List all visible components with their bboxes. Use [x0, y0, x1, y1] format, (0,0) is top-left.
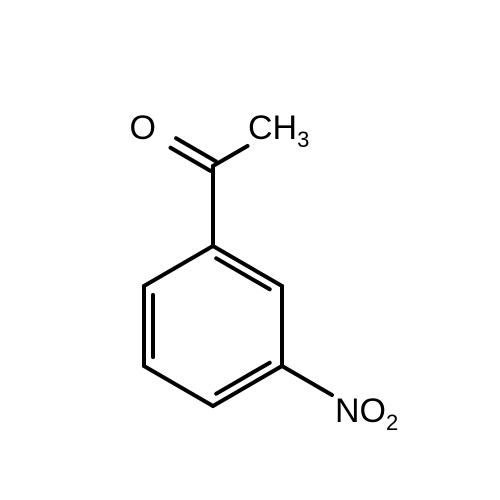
bond-carbonyl-to-ch3: [213, 146, 247, 166]
ch3-label: CH3: [248, 109, 309, 152]
oxygen-label: O: [130, 109, 156, 147]
ring-bond: [213, 246, 282, 286]
ring-bond: [144, 366, 213, 406]
bond-carbonyl-double: [176, 138, 216, 161]
ring-bond: [213, 366, 282, 406]
no2-label: NO2: [335, 392, 398, 435]
ring-bond: [144, 246, 213, 286]
molecule-diagram: O CH3 NO2: [0, 0, 500, 500]
bond-ring-to-nitro: [282, 366, 332, 395]
bond-carbonyl-double: [171, 148, 211, 171]
